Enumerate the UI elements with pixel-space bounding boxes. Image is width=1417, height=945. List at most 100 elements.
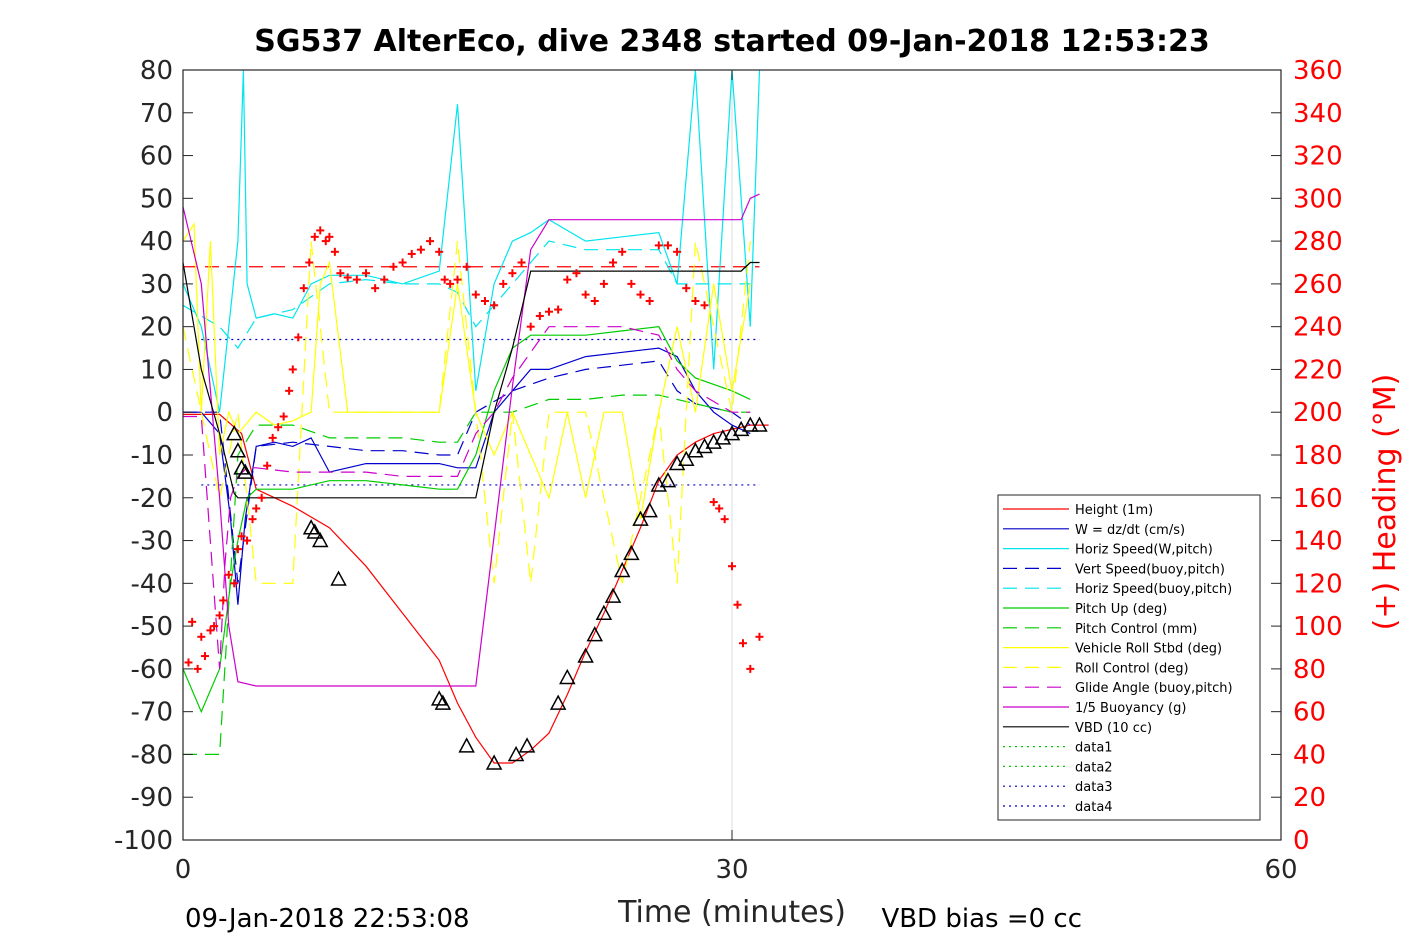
heading-point xyxy=(230,579,239,588)
marker-triangle xyxy=(434,694,452,710)
right-tick-label: 340 xyxy=(1293,99,1343,129)
legend-label-3: Vert Speed(buoy,pitch) xyxy=(1075,562,1225,577)
heading-point xyxy=(645,297,654,305)
series-line-5 xyxy=(182,326,751,714)
marker-triangle xyxy=(595,604,613,621)
heading-point xyxy=(407,249,416,258)
heading-point xyxy=(294,333,303,342)
heading-point xyxy=(715,504,724,513)
heading-point xyxy=(426,237,435,246)
footer-timestamp: 09-Jan-2018 22:53:08 xyxy=(185,904,470,934)
heading-point xyxy=(371,284,380,293)
marker-triangle xyxy=(233,459,250,475)
heading-point xyxy=(471,290,480,299)
right-tick-label: 140 xyxy=(1293,527,1343,557)
y-tick-label: -100 xyxy=(114,826,173,856)
heading-point xyxy=(453,275,462,284)
heading-point xyxy=(462,262,471,271)
heading-point xyxy=(755,632,764,641)
series-line-3 xyxy=(183,360,751,584)
heading-point xyxy=(389,262,398,271)
y-tick-label: -40 xyxy=(131,569,173,599)
marker-triangle xyxy=(751,416,768,432)
y-tick-label: -10 xyxy=(131,441,173,471)
heading-point xyxy=(709,498,718,507)
marker-triangle xyxy=(742,416,759,432)
chart-title: SG537 AlterEco, dive 2348 started 09-Jan… xyxy=(254,24,1210,59)
legend: Height (1m) W = dz/dt (cm/s) Horiz Speed(W… xyxy=(997,494,1261,821)
y-tick-label: 60 xyxy=(140,142,173,172)
series-line-2 xyxy=(182,69,761,413)
heading-point xyxy=(248,515,257,524)
reference-lines xyxy=(183,266,760,486)
heading-point xyxy=(188,617,197,626)
marker-triangle xyxy=(302,519,320,535)
right-tick-label: 240 xyxy=(1293,313,1343,343)
series-line-8 xyxy=(182,240,751,584)
heading-point xyxy=(728,562,736,571)
series-line-7 xyxy=(182,222,751,520)
series-line-9 xyxy=(183,326,751,669)
right-tick-label: 160 xyxy=(1293,484,1343,514)
y-tick-label: 50 xyxy=(140,184,173,214)
marker-triangle xyxy=(549,694,567,710)
heading-point xyxy=(435,247,444,256)
legend-label-10: 1/5 Buoyancy (g) xyxy=(1075,701,1186,716)
heading-point xyxy=(321,237,330,246)
markers xyxy=(225,416,768,770)
heading-point xyxy=(554,305,563,314)
legend-label-12: data1 xyxy=(1075,741,1113,756)
marker-triangle xyxy=(229,442,247,458)
legend-label-6: Pitch Control (mm) xyxy=(1075,622,1197,637)
y-tick-label: 70 xyxy=(140,99,173,129)
right-tick-label: 200 xyxy=(1293,398,1343,428)
x-tick-label: 30 xyxy=(715,855,748,885)
heading-point xyxy=(691,297,700,305)
right-tick-label: 0 xyxy=(1293,826,1310,856)
marker-triangle xyxy=(458,737,475,753)
right-tick-label: 60 xyxy=(1293,698,1326,728)
y-tick-label: -20 xyxy=(131,484,173,514)
heading-point xyxy=(380,275,389,284)
legend-label-4: Horiz Speed(buoy,pitch) xyxy=(1075,582,1232,597)
heading-point xyxy=(398,258,407,267)
heading-point xyxy=(330,247,339,256)
heading-point xyxy=(224,570,233,579)
right-axis-label: (+) Heading (°M) xyxy=(1368,374,1403,631)
marker-triangle xyxy=(430,690,448,706)
heading-point xyxy=(288,365,297,374)
heading-point xyxy=(310,232,319,241)
right-tick-label: 120 xyxy=(1293,569,1343,599)
heading-point xyxy=(654,241,663,250)
series-line-0 xyxy=(183,413,769,764)
heading-point xyxy=(197,632,206,641)
heading-point xyxy=(663,241,672,250)
y-tick-label: 20 xyxy=(140,313,173,343)
axes: 80706050403020100-10-20-30-40-50-60-70-8… xyxy=(114,56,1343,885)
y-tick-label: -80 xyxy=(131,740,173,770)
legend-label-8: Roll Control (deg) xyxy=(1075,661,1189,676)
right-tick-label: 360 xyxy=(1293,56,1343,86)
heading-point xyxy=(609,258,618,267)
heading-point xyxy=(746,664,755,673)
heading-point xyxy=(720,515,729,524)
heading-point xyxy=(581,290,590,299)
marker-triangle xyxy=(641,502,658,518)
marker-triangle xyxy=(632,510,649,526)
right-tick-label: 300 xyxy=(1293,184,1343,214)
heading-point xyxy=(279,412,288,421)
heading-point xyxy=(336,269,345,278)
legend-label-5: Pitch Up (deg) xyxy=(1075,602,1167,617)
heading-point xyxy=(263,461,272,470)
heading-point xyxy=(243,536,252,545)
heading-point xyxy=(700,301,709,310)
right-tick-label: 20 xyxy=(1293,783,1326,813)
heading-point xyxy=(572,269,581,278)
heading-point xyxy=(352,275,361,284)
legend-label-15: data4 xyxy=(1075,800,1113,815)
heading-point xyxy=(545,307,553,316)
x-tick-label: 60 xyxy=(1264,855,1297,885)
y-tick-label: 0 xyxy=(156,398,173,428)
marker-triangle xyxy=(623,544,640,561)
legend-label-1: W = dz/dt (cm/s) xyxy=(1075,523,1185,538)
